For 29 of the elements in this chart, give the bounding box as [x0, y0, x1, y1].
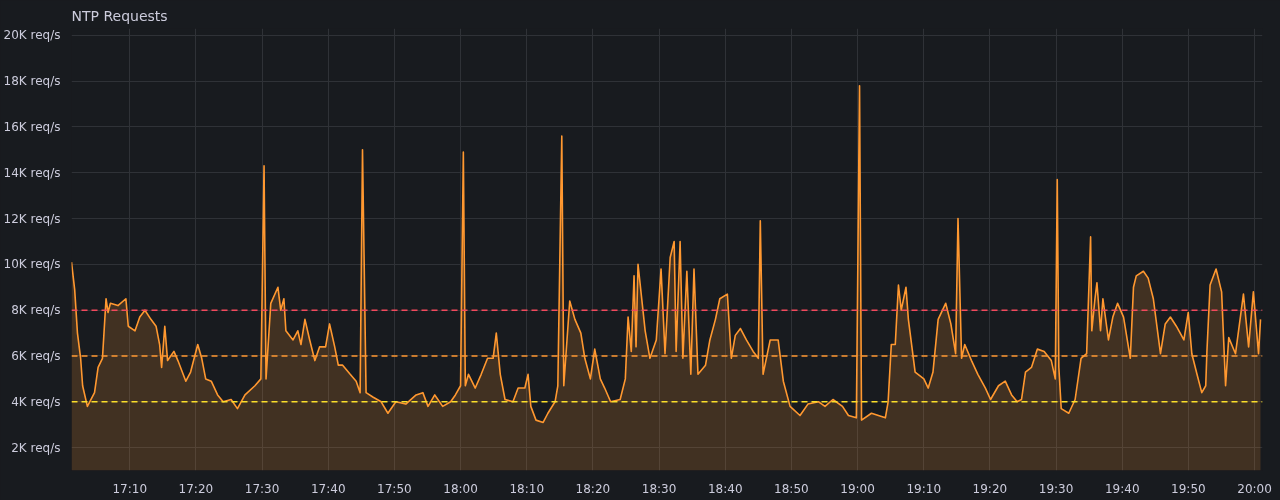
x-tick-label: 19:10 — [906, 481, 942, 496]
x-tick-label: 18:50 — [774, 481, 809, 496]
y-tick-label: 14K req/s — [3, 165, 61, 180]
x-tick-label: 18:30 — [641, 481, 677, 496]
y-tick-label: 16K req/s — [3, 119, 61, 134]
y-tick-label: 10K req/s — [3, 257, 61, 272]
x-tick-label: 18:20 — [575, 481, 611, 496]
x-tick-label: 19:30 — [1038, 481, 1074, 496]
x-tick-label: 18:00 — [443, 481, 478, 496]
y-tick-label: 4K req/s — [11, 394, 61, 409]
y-tick-label: 6K req/s — [11, 348, 61, 363]
y-tick-label: 12K req/s — [3, 211, 61, 226]
x-tick-label: 18:10 — [509, 481, 545, 496]
x-tick-label: 19:50 — [1171, 481, 1206, 496]
x-tick-label: 18:40 — [707, 481, 743, 496]
y-tick-label: 18K req/s — [3, 74, 61, 89]
x-tick-label: 17:50 — [377, 481, 412, 496]
chart-title: NTP Requests — [71, 7, 168, 24]
x-tick-label: 17:20 — [178, 481, 214, 496]
x-tick-label: 17:30 — [244, 481, 280, 496]
x-tick-label: 19:00 — [840, 481, 875, 496]
y-tick-label: 20K req/s — [3, 28, 61, 43]
x-tick-label: 17:10 — [112, 481, 148, 496]
y-tick-label: 2K req/s — [11, 440, 61, 455]
x-tick-label: 17:40 — [310, 481, 346, 496]
x-tick-label: 19:20 — [972, 481, 1008, 496]
x-tick-label: 20:00 — [1237, 481, 1272, 496]
y-tick-label: 8K req/s — [11, 303, 61, 318]
x-tick-label: 19:40 — [1104, 481, 1140, 496]
